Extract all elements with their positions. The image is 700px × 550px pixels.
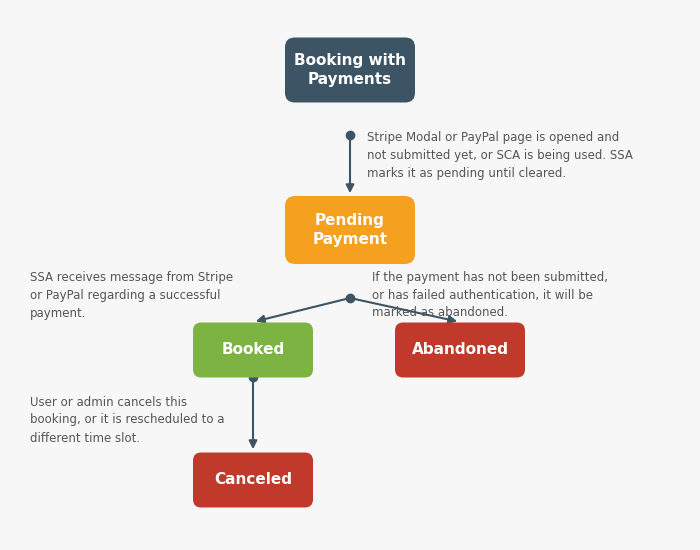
Text: Booking with
Payments: Booking with Payments (294, 53, 406, 87)
FancyBboxPatch shape (193, 322, 313, 377)
Text: Pending
Payment: Pending Payment (312, 213, 388, 248)
FancyBboxPatch shape (395, 322, 525, 377)
Text: Abandoned: Abandoned (412, 343, 508, 358)
Text: SSA receives message from Stripe
or PayPal regarding a successful
payment.: SSA receives message from Stripe or PayP… (30, 271, 233, 320)
Text: Canceled: Canceled (214, 472, 292, 487)
Text: If the payment has not been submitted,
or has failed authentication, it will be
: If the payment has not been submitted, o… (372, 271, 608, 320)
Text: Stripe Modal or PayPal page is opened and
not submitted yet, or SCA is being use: Stripe Modal or PayPal page is opened an… (367, 130, 633, 179)
Text: Booked: Booked (221, 343, 285, 358)
FancyBboxPatch shape (285, 37, 415, 102)
FancyBboxPatch shape (193, 453, 313, 508)
FancyBboxPatch shape (285, 196, 415, 264)
Text: User or admin cancels this
booking, or it is rescheduled to a
different time slo: User or admin cancels this booking, or i… (30, 395, 225, 444)
